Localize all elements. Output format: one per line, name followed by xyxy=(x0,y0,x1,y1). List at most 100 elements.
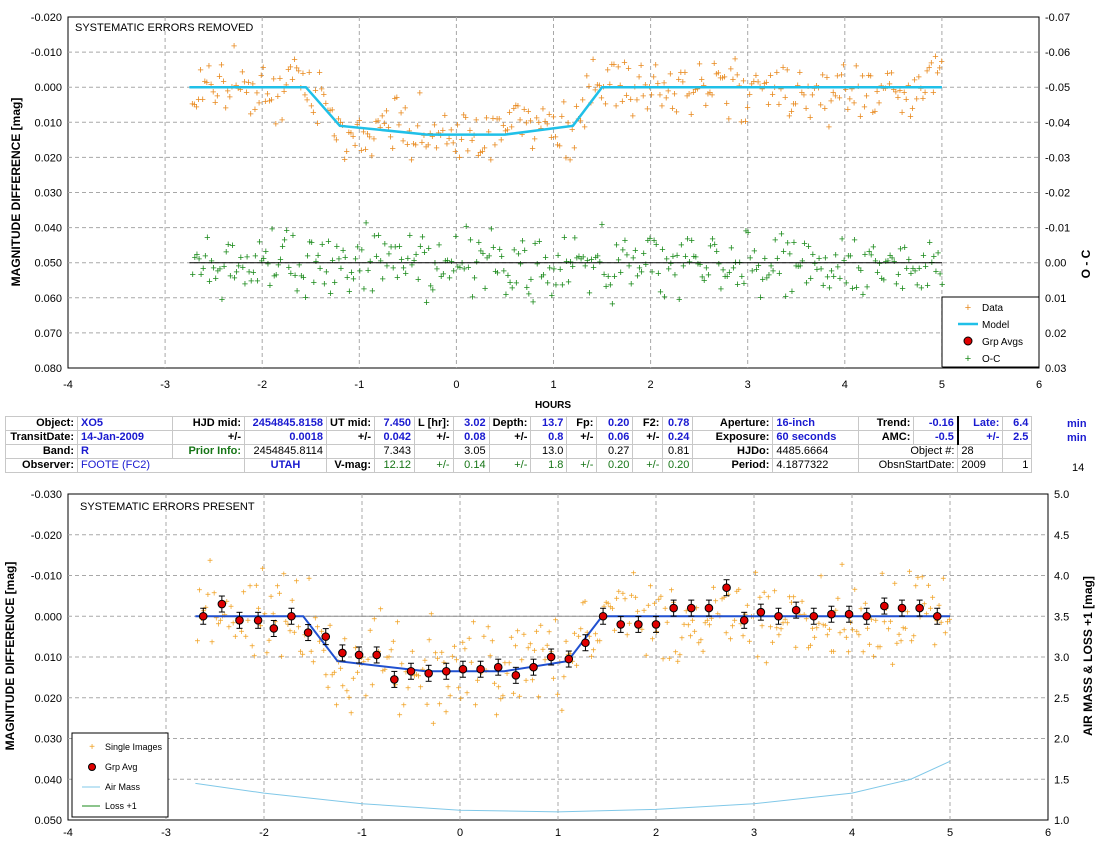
fp-prior-pm-label: +/- xyxy=(566,458,598,473)
bottom-x-ticks: -4 -3 -2 -1 0 1 2 3 4 5 6 xyxy=(63,827,1051,839)
top-data-point: + xyxy=(799,87,805,99)
top-data-point: + xyxy=(763,77,769,89)
top-data-point: + xyxy=(252,104,258,116)
object-value: XO5 xyxy=(77,416,173,431)
top-data-point: + xyxy=(721,71,727,83)
top-data-point: + xyxy=(448,125,454,137)
top-oc-point: + xyxy=(807,273,813,285)
bottom-single-image-point: + xyxy=(605,599,611,610)
top-data-point: + xyxy=(934,68,940,80)
top-oc-point: + xyxy=(484,252,490,264)
top-data-point: + xyxy=(828,95,834,107)
top-oc-point: + xyxy=(365,265,371,277)
bottom-single-image-point: + xyxy=(308,647,314,658)
top-x-tick-label: -1 xyxy=(354,379,364,391)
bottom-single-image-point: + xyxy=(841,625,847,636)
l-hr-label: L [hr]: xyxy=(414,416,454,431)
bottom-y-tick-label: 0.000 xyxy=(34,611,62,623)
top-oc-point: + xyxy=(547,263,553,275)
bottom-single-image-point: + xyxy=(776,630,782,641)
top-data-point: + xyxy=(508,121,514,133)
top-oc-point: + xyxy=(572,232,578,244)
bottom-single-image-point: + xyxy=(896,630,902,641)
top-data-point: + xyxy=(678,67,684,79)
bottom-single-image-point: + xyxy=(563,637,569,648)
top-x-tick-label: 4 xyxy=(842,379,848,391)
top-oc-point: + xyxy=(467,235,473,247)
top-oc-point: + xyxy=(334,241,340,253)
bottom-single-image-point: + xyxy=(692,627,698,638)
grp-avg-point xyxy=(739,616,749,625)
top-oc-point: + xyxy=(524,282,530,294)
grp-avg-point xyxy=(321,632,331,641)
top-data-point: + xyxy=(922,87,928,99)
top-data-point: + xyxy=(705,89,711,101)
top-data-point: + xyxy=(776,99,782,111)
bottom-x-tick-label: -3 xyxy=(161,827,171,839)
bottom-single-image-point: + xyxy=(685,621,691,632)
top-oc-point: + xyxy=(728,242,734,254)
top-data-point: + xyxy=(751,76,757,88)
vmag-label: V-mag: xyxy=(326,458,375,473)
top-oc-point: + xyxy=(847,250,853,262)
bottom-single-image-point: + xyxy=(930,593,936,604)
top-data-point: + xyxy=(191,99,197,111)
top-oc-point: + xyxy=(893,279,899,291)
bottom-single-image-point: + xyxy=(588,652,594,663)
top-oc-point: + xyxy=(856,263,862,275)
bottom-single-image-point: + xyxy=(473,700,479,711)
f2-value: 0.78 xyxy=(662,416,694,431)
bottom-single-image-point: + xyxy=(422,656,428,667)
bottom-single-image-point: + xyxy=(879,569,885,580)
top-oc-point: + xyxy=(624,249,630,261)
top-data-point: + xyxy=(782,92,788,104)
top-oc-point: + xyxy=(204,232,210,244)
ut-mid-value: 7.450 xyxy=(374,416,415,431)
top-y2-tick-label: 0.01 xyxy=(1045,293,1066,305)
top-oc-point: + xyxy=(519,236,525,248)
top-oc-point: + xyxy=(622,235,628,247)
top-oc-point: + xyxy=(252,251,258,263)
bottom-single-image-point: + xyxy=(388,645,394,656)
late-unit-cell: 6.4 xyxy=(1002,416,1033,431)
bottom-single-image-point: + xyxy=(873,616,879,627)
vmag-pm-value: 0.14 xyxy=(452,458,490,473)
top-oc-point: + xyxy=(762,253,768,265)
top-data-point: + xyxy=(550,112,556,124)
top-data-point: + xyxy=(640,90,646,102)
top-oc-point: + xyxy=(309,237,315,249)
l-hr-value: 3.02 xyxy=(452,416,490,431)
bottom-single-image-point: + xyxy=(601,602,607,613)
bottom-single-image-point: + xyxy=(877,642,883,653)
top-oc-point: + xyxy=(346,286,352,298)
top-oc-point: + xyxy=(574,253,580,265)
bottom-single-image-point: + xyxy=(765,592,771,603)
hjd-pm-label: +/- xyxy=(172,430,245,445)
top-data-point: + xyxy=(467,125,473,137)
grp-avg-point xyxy=(722,583,731,593)
bottom-single-image-point: + xyxy=(835,594,841,605)
hjdo-value: 4485.6664 xyxy=(772,444,860,459)
top-oc-point: + xyxy=(730,262,736,274)
bottom-single-image-point: + xyxy=(711,583,717,594)
prior-hjd-value: 2454845.8114 xyxy=(244,444,327,459)
fp-pm-value: 0.06 xyxy=(596,430,634,445)
late-pm-unit: min xyxy=(1067,432,1087,444)
top-data-point: + xyxy=(694,83,700,95)
top-oc-point: + xyxy=(891,256,897,268)
top-data-point: + xyxy=(561,97,567,109)
top-data-point: + xyxy=(788,106,794,118)
top-y2-tick-label: -0.06 xyxy=(1045,47,1070,59)
bottom-single-image-point: + xyxy=(289,596,295,607)
top-x-tick-label: 6 xyxy=(1036,379,1042,391)
top-oc-point: + xyxy=(517,258,523,270)
depth-pm-value: 0.8 xyxy=(530,430,568,445)
top-oc-point: + xyxy=(805,241,811,253)
top-data-point: + xyxy=(671,89,677,101)
top-oc-point: + xyxy=(229,240,235,252)
top-oc-point: + xyxy=(352,254,358,266)
top-data-point: + xyxy=(268,95,274,107)
top-data-point: + xyxy=(412,139,418,151)
bottom-single-image-point: + xyxy=(926,581,932,592)
top-data-point: + xyxy=(442,110,448,122)
